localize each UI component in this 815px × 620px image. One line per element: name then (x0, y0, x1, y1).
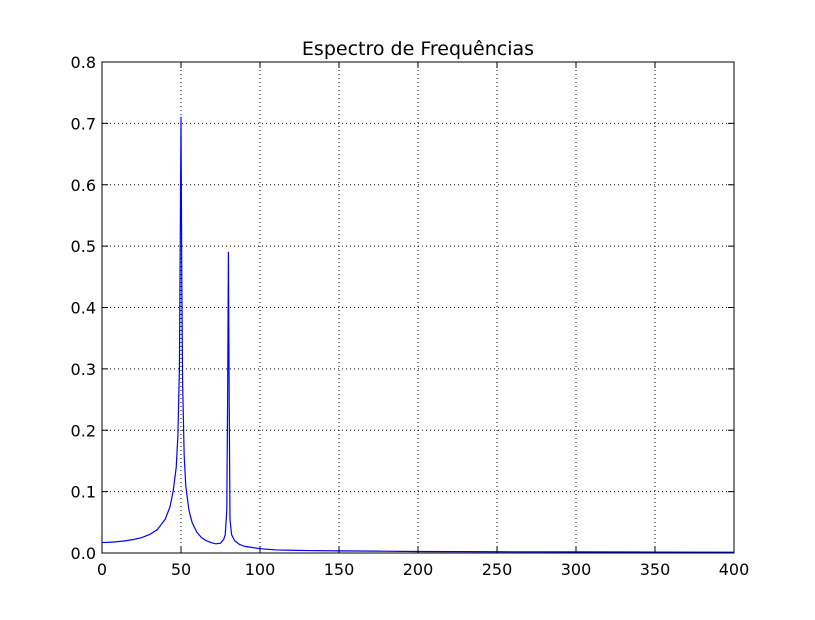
x-tick-label: 400 (719, 560, 750, 579)
series-layer (101, 116, 735, 553)
y-tick-label: 0.5 (71, 237, 96, 256)
y-tick-label: 0.0 (71, 544, 96, 563)
y-tick-label: 0.7 (71, 114, 96, 133)
x-tick-label: 100 (245, 560, 276, 579)
grid-lines (102, 62, 734, 553)
x-tick-label: 350 (640, 560, 671, 579)
x-tick-label: 250 (482, 560, 513, 579)
y-tick-label: 0.3 (71, 360, 96, 379)
chart-title: Espectro de Frequências (302, 38, 534, 60)
tick-marks (101, 61, 735, 554)
x-tick-label: 50 (171, 560, 191, 579)
x-tick-label: 300 (561, 560, 592, 579)
y-tick-label: 0.2 (71, 421, 96, 440)
x-tick-label: 150 (324, 560, 355, 579)
x-tick-label: 0 (97, 560, 107, 579)
x-tick-label: 200 (403, 560, 434, 579)
spectrum-line (101, 116, 735, 553)
y-tick-label: 0.1 (71, 483, 96, 502)
x-tick-labels: 0 50 100 150 200 250 300 350 400 (97, 560, 749, 579)
y-tick-labels: 0.0 0.1 0.2 0.3 0.4 0.5 0.6 0.7 0.8 (71, 53, 96, 563)
y-tick-label: 0.8 (71, 53, 96, 72)
y-tick-label: 0.6 (71, 176, 96, 195)
y-tick-label: 0.4 (71, 299, 96, 318)
